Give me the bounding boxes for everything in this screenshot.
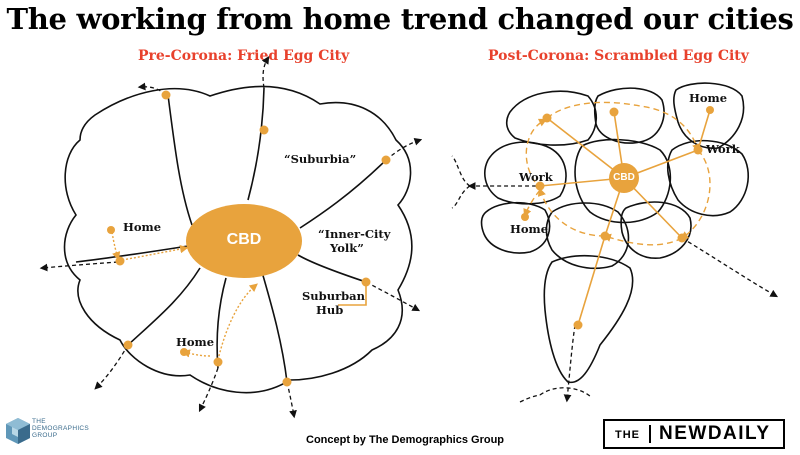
suburbia-label: “Suburbia” bbox=[284, 152, 357, 166]
nodes-left bbox=[107, 90, 391, 387]
new-daily-logo: THE NEWDAILY bbox=[603, 419, 785, 449]
district bbox=[505, 90, 598, 146]
nodes-right bbox=[521, 106, 714, 330]
outbound-arrows-right bbox=[451, 155, 779, 403]
logo-the: THE bbox=[615, 429, 640, 441]
street bbox=[75, 245, 189, 263]
home-label-top-right: Home bbox=[689, 91, 728, 105]
work-label-left: Work bbox=[519, 170, 553, 184]
district bbox=[593, 87, 665, 144]
logo-text-line1: THE bbox=[32, 418, 46, 425]
home-label-upper: Home bbox=[123, 220, 162, 234]
district bbox=[480, 201, 551, 254]
suburban-hub-label-line2: Hub bbox=[316, 303, 344, 317]
street bbox=[297, 254, 367, 283]
district bbox=[545, 202, 630, 270]
district bbox=[673, 82, 745, 149]
logo-divider bbox=[649, 425, 651, 443]
inner-city-label-line1: “Inner-City bbox=[318, 227, 391, 241]
street bbox=[127, 267, 201, 346]
work-label-right: Work bbox=[706, 142, 740, 156]
street bbox=[299, 159, 387, 229]
logo-newdaily: NEWDAILY bbox=[659, 423, 771, 444]
pre-corona-heading: Pre-Corona: Fried Egg City bbox=[138, 48, 350, 64]
commute-loops-right bbox=[523, 101, 711, 246]
logo-text-line2: DEMOGRAPHICS bbox=[32, 425, 90, 432]
district bbox=[543, 254, 634, 384]
street bbox=[167, 94, 193, 226]
home-label-lower: Home bbox=[176, 335, 215, 349]
district bbox=[620, 201, 692, 259]
post-corona-heading: Post-Corona: Scrambled Egg City bbox=[488, 48, 749, 64]
cbd-label-left: CBD bbox=[226, 231, 262, 248]
cbd-label-right: CBD bbox=[613, 172, 635, 183]
fried-egg-city bbox=[63, 85, 413, 394]
street bbox=[247, 87, 265, 201]
cbd-yolk bbox=[186, 204, 302, 278]
street bbox=[261, 271, 288, 383]
logo-text-line3: GROUP bbox=[32, 432, 58, 439]
demographics-group-logo: THE DEMOGRAPHICS GROUP bbox=[6, 408, 126, 450]
inner-city-label-line2: Yolk” bbox=[330, 241, 364, 255]
suburban-hub-label-line1: Suburban bbox=[302, 289, 365, 303]
district bbox=[574, 138, 672, 224]
home-label-left: Home bbox=[510, 222, 549, 236]
hub-pointer bbox=[338, 284, 367, 306]
district bbox=[666, 139, 750, 217]
city-boundary bbox=[63, 85, 413, 394]
demographics-logo-icon bbox=[6, 418, 30, 444]
concept-credit: Concept by The Demographics Group bbox=[306, 434, 505, 446]
cbd-node bbox=[609, 163, 639, 193]
street bbox=[216, 277, 227, 369]
page-title: The working from home trend changed our … bbox=[6, 2, 794, 36]
